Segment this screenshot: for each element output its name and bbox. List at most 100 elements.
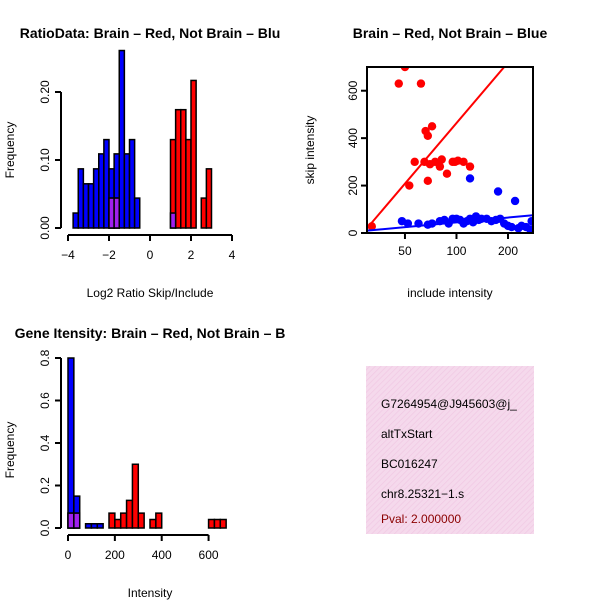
ratio-histogram-title: RatioData: Brain – Red, Not Brain – Blu <box>20 25 281 41</box>
ratio-histogram-bar-not-brain <box>82 183 90 229</box>
scatter-point-brain <box>437 155 446 164</box>
ratio-histogram-bar-not-brain <box>118 49 126 229</box>
scatter-point-brain <box>410 157 419 167</box>
scatter-point-not-brain <box>403 219 413 228</box>
info-panel: G7264954@J945603@j_ altTxStart BC016247 … <box>366 366 534 534</box>
ratio-histogram-bar-not-brain <box>98 153 105 229</box>
scatter-point-brain <box>400 67 410 72</box>
ratio-histogram-axes: −4 −2 0 2 4 0.00 0.10 0.20 <box>38 80 236 262</box>
intensity-histogram-bar-brain <box>213 518 222 529</box>
ratio-histogram-bar-not-brain <box>92 168 100 229</box>
ratio-histogram-bar-not-brain <box>103 138 110 229</box>
intensity-histogram-bar-brain <box>155 512 163 529</box>
intensity-histogram-panel: Gene Itensity: Brain – Red, Not Brain – … <box>3 325 285 600</box>
scatter-point-brain <box>423 176 433 186</box>
ratio-histogram-bar-not-brain <box>87 183 95 229</box>
intensity-histogram-bar-brain <box>108 512 116 529</box>
scatter-fit-line-brain <box>367 67 505 229</box>
intensity-histogram-y-tick-label: 0.4 <box>38 434 52 451</box>
ratio-histogram-bar-brain <box>180 108 187 229</box>
scatter-point-brain <box>435 162 445 171</box>
scatter-point-not-brain <box>526 225 533 233</box>
ratio-histogram-bar-brain <box>174 108 182 229</box>
intensity-histogram-bar-brain <box>125 499 134 529</box>
scatter-panel: Brain – Red, Not Brain – Blue 50 100 200 0 2… <box>303 25 547 300</box>
scatter-point-brain <box>416 79 426 88</box>
ratio-histogram-bar-brain <box>200 197 208 229</box>
intensity-histogram-x-tick-label: 0 <box>65 548 72 562</box>
ratio-histogram-x-tick-label: 2 <box>188 248 195 262</box>
intensity-histogram-x-tick-label: 400 <box>152 548 172 562</box>
ratio-histogram-x-tick-label: −4 <box>61 248 75 262</box>
intensity-histogram-bar-brain <box>219 518 227 529</box>
intensity-histogram-bar-brain <box>119 512 128 529</box>
scatter-point-brain <box>394 79 403 88</box>
scatter-y-tick-label: 0 <box>346 229 360 236</box>
scatter-point-not-brain <box>510 196 520 206</box>
ratio-histogram-ylabel: Frequency <box>3 122 17 179</box>
intensity-histogram-bar-brain <box>207 518 216 529</box>
intensity-histogram-bars <box>67 357 227 529</box>
intensity-histogram-bar-brain <box>131 463 140 529</box>
intensity-histogram-y-tick-label: 0.8 <box>38 349 52 366</box>
scatter-point-brain <box>442 169 452 178</box>
ratio-histogram-bar-not-brain <box>128 138 136 229</box>
ratio-histogram-bar-overlap <box>108 197 115 229</box>
scatter-point-brain <box>459 157 468 167</box>
intensity-histogram-bar-not-brain <box>84 523 93 529</box>
scatter-point-not-brain <box>507 222 516 232</box>
ratio-histogram-bar-brain <box>190 79 197 229</box>
scatter-point-not-brain <box>465 174 475 183</box>
ratio-histogram-xlabel: Log2 Ratio Skip/Include <box>87 286 214 300</box>
info-panel-background <box>366 366 534 534</box>
info-line-location: chr8.25321−1.s <box>381 487 464 501</box>
ratio-histogram-panel: RatioData: Brain – Red, Not Brain – Blu … <box>3 25 280 300</box>
scatter-y-tick-label: 400 <box>346 128 360 148</box>
ratio-histogram-bar-overlap <box>169 212 177 229</box>
info-line-pval: Pval: 2.000000 <box>381 512 461 526</box>
intensity-histogram-xlabel: Intensity <box>128 586 173 600</box>
scatter-x-tick-label: 100 <box>446 244 466 258</box>
scatter-point-not-brain <box>527 216 533 226</box>
info-line-event-type: altTxStart <box>381 427 433 441</box>
ratio-histogram-bar-brain <box>205 168 213 229</box>
scatter-x-tick-label: 50 <box>398 244 412 258</box>
ratio-histogram-bar-overlap <box>113 197 120 229</box>
ratio-histogram-bar-not-brain <box>133 197 141 229</box>
ratio-histogram-bars <box>72 49 213 229</box>
intensity-histogram-bar-not-brain <box>90 523 99 529</box>
intensity-histogram-bar-overlap <box>73 512 81 529</box>
ratio-histogram-x-tick-label: 0 <box>147 248 154 262</box>
scatter-fit-line-not-brain <box>367 214 533 232</box>
scatter-point-brain <box>465 162 475 171</box>
intensity-histogram-axes: 0 200 400 600 0.0 0.2 0.4 0.6 0.8 <box>38 349 219 562</box>
intensity-histogram-x-tick-label: 600 <box>199 548 219 562</box>
scatter-y-tick-label: 200 <box>346 175 360 195</box>
intensity-histogram-y-tick-label: 0.2 <box>38 477 52 494</box>
ratio-histogram-x-tick-label: 4 <box>229 248 236 262</box>
ratio-histogram-x-tick-label: −2 <box>102 248 116 262</box>
intensity-histogram-bar-brain <box>114 518 122 529</box>
scatter-xlabel: include intensity <box>407 286 492 300</box>
info-line-accession: BC016247 <box>381 457 438 471</box>
ratio-histogram-y-tick-label: 0.20 <box>38 80 52 104</box>
ratio-histogram-bar-not-brain <box>77 168 85 229</box>
intensity-histogram-ylabel: Frequency <box>3 422 17 479</box>
info-line-gene-id: G7264954@J945603@j_ <box>381 397 517 411</box>
scatter-marks <box>367 67 533 233</box>
scatter-axes: 50 100 200 0 200 400 600 <box>346 66 534 258</box>
scatter-point-brain <box>427 122 437 131</box>
intensity-histogram-title: Gene Itensity: Brain – Red, Not Brain – … <box>15 325 286 341</box>
scatter-y-tick-label: 600 <box>346 80 360 100</box>
intensity-histogram-bar-not-brain <box>96 523 104 529</box>
intensity-histogram-bar-brain <box>137 512 145 529</box>
scatter-x-tick-label: 200 <box>498 244 518 258</box>
intensity-histogram-bar-overlap <box>67 512 75 529</box>
intensity-histogram-bar-brain <box>149 518 157 529</box>
scatter-point-brain <box>405 181 414 190</box>
intensity-histogram-y-tick-label: 0.6 <box>38 392 52 409</box>
intensity-histogram-y-tick-label: 0.0 <box>38 519 52 536</box>
scatter-ylabel: skip intensity <box>303 116 317 185</box>
ratio-histogram-bar-not-brain <box>123 153 131 229</box>
scatter-plot-frame <box>366 66 534 234</box>
